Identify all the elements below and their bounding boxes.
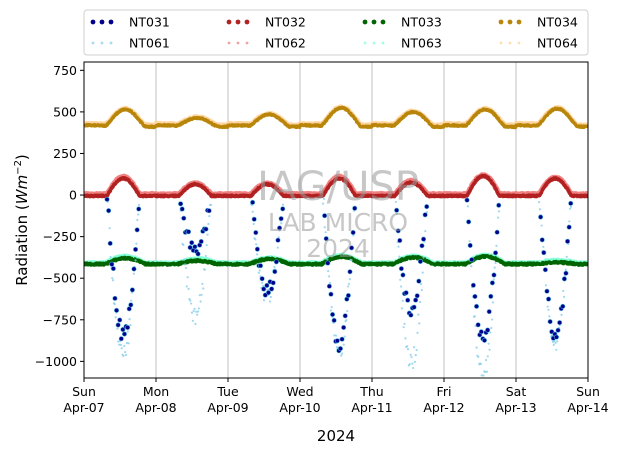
- legend-marker: [236, 41, 240, 45]
- legend-label: NT032: [265, 15, 306, 30]
- legend-label: NT062: [265, 36, 306, 51]
- legend-marker: [381, 41, 385, 45]
- legend-marker: [517, 41, 521, 45]
- legend-marker: [499, 41, 503, 45]
- legend-marker: [100, 41, 104, 45]
- legend-marker: [90, 19, 96, 25]
- plot-area: [84, 62, 588, 378]
- legend-marker: [516, 19, 522, 25]
- legend-marker: [498, 19, 504, 25]
- legend-marker: [362, 19, 368, 25]
- plot-content: [84, 62, 588, 378]
- legend-marker: [363, 41, 367, 45]
- legend-label: NT031: [129, 15, 170, 30]
- legend-marker: [372, 41, 376, 45]
- series-NT034: [84, 105, 588, 130]
- legend-marker: [91, 41, 95, 45]
- legend-marker: [244, 19, 250, 25]
- legend: NT031 NT032 NT033 NT034 NT061 NT062 NT063 NT064: [83, 9, 589, 56]
- legend-label: NT063: [401, 36, 442, 51]
- legend-box: [83, 9, 589, 56]
- legend-label: NT034: [537, 15, 578, 30]
- legend-marker: [99, 19, 105, 25]
- legend-marker: [245, 41, 249, 45]
- legend-marker: [508, 41, 512, 45]
- legend-label: NT061: [129, 36, 170, 51]
- legend-marker: [226, 19, 232, 25]
- legend-marker: [507, 19, 513, 25]
- legend-marker: [109, 41, 113, 45]
- legend-marker: [380, 19, 386, 25]
- legend-label: NT064: [537, 36, 578, 51]
- legend-marker: [235, 19, 241, 25]
- legend-marker: [108, 19, 114, 25]
- legend-marker: [227, 41, 231, 45]
- legend-marker: [371, 19, 377, 25]
- legend-label: NT033: [401, 15, 442, 30]
